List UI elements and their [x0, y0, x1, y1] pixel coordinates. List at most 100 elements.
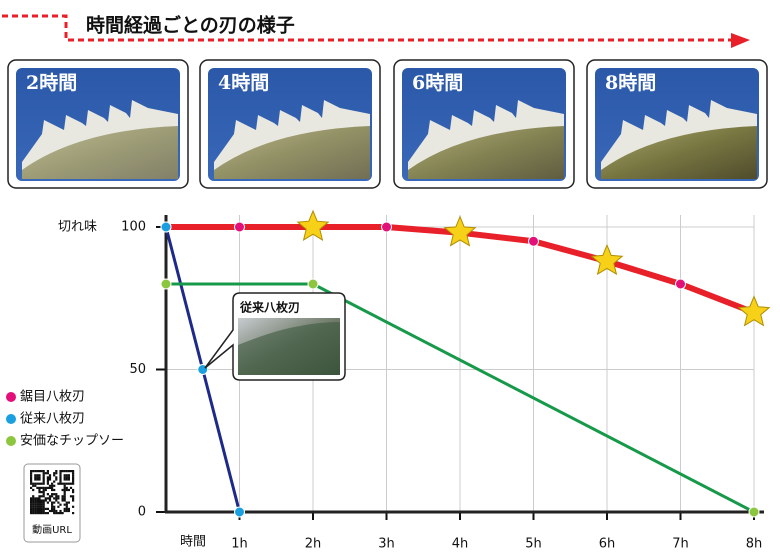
qr-cell: [51, 501, 54, 504]
qr-cell: [38, 503, 41, 506]
qr-cell: [32, 509, 35, 513]
qr-cell: [55, 497, 58, 500]
callout-photo-blade: [238, 322, 340, 375]
qr-cell: [30, 501, 33, 504]
qr-cell: [38, 474, 41, 477]
star-marker: [590, 243, 624, 276]
qr-cell: [72, 476, 75, 479]
qr-cell: [72, 482, 75, 485]
qr-cell: [48, 509, 52, 513]
qr-cell: [46, 512, 49, 515]
qr-cell: [42, 503, 45, 506]
qr-cell: [51, 509, 54, 513]
qr-cell: [38, 507, 41, 510]
qr-cell: [40, 491, 43, 494]
qr-cell: [42, 474, 45, 477]
qr-cell: [67, 507, 70, 510]
qr-cell: [63, 482, 66, 485]
star-marker: [443, 215, 477, 247]
qr-cell: [63, 484, 66, 487]
qr-cell: [36, 507, 39, 510]
qr-cell: [32, 512, 35, 515]
qr-cell: [55, 493, 58, 496]
panel-label: 2時間: [26, 72, 77, 94]
qr-cell: [57, 505, 60, 508]
qr-cell: [36, 486, 39, 489]
qr-cell: [55, 509, 58, 513]
qr-cell: [51, 493, 54, 496]
qr-cell: [65, 478, 68, 481]
qr-cell: [61, 512, 64, 515]
qr-cell: [30, 503, 33, 506]
qr-cell: [42, 512, 45, 515]
qr-cell: [51, 507, 54, 510]
qr-cell: [30, 499, 33, 502]
qr-cell: [53, 488, 56, 492]
qr-cell: [36, 505, 39, 508]
legend-swatch: [6, 392, 16, 402]
qr-cell: [32, 488, 35, 492]
qr-cell: [63, 497, 66, 500]
qr-cell: [48, 486, 52, 489]
qr-cell: [34, 503, 37, 506]
qr-cell: [63, 476, 66, 479]
qr-cell: [51, 486, 54, 489]
qr-cell: [38, 486, 41, 489]
qr-cell: [36, 499, 39, 502]
qr-cell: [67, 482, 70, 485]
qr-cell: [44, 497, 47, 500]
qr-label: 動画URL: [32, 523, 72, 536]
qr-cell: [38, 478, 41, 481]
qr-cell: [48, 497, 52, 500]
qr-cell: [44, 488, 47, 492]
qr-cell: [34, 501, 37, 504]
point-marker: [307, 278, 319, 290]
point-marker: [160, 278, 172, 290]
qr-cell: [65, 503, 68, 506]
qr-cell: [69, 486, 73, 489]
panel-blade: [22, 126, 178, 179]
qr-cell: [44, 499, 47, 502]
point-marker: [381, 221, 392, 233]
qr-cell: [57, 495, 60, 498]
qr-cell: [55, 495, 58, 498]
qr-cell: [46, 478, 49, 481]
qr-cell: [46, 507, 49, 510]
qr-cell: [46, 470, 49, 473]
qr-cell: [63, 509, 66, 513]
callout: 従来八枚刃: [204, 292, 346, 381]
qr-cell: [48, 484, 52, 487]
qr-cell: [44, 486, 47, 489]
qr-cell: [63, 493, 66, 496]
qr-cell: [53, 474, 56, 477]
qr-cell: [30, 472, 33, 475]
point-marker: [675, 278, 686, 290]
qr-cell: [38, 501, 41, 504]
qr-cell: [48, 499, 52, 502]
qr-cell: [32, 495, 35, 498]
qr-cell: [46, 493, 49, 496]
qr-cell: [34, 476, 37, 479]
qr-cell: [30, 470, 33, 473]
qr-cell: [65, 488, 68, 492]
qr-cell: [36, 482, 39, 485]
qr-cell: [59, 472, 62, 475]
qr-cell: [32, 499, 35, 502]
qr-cell: [72, 505, 75, 508]
qr-cell: [38, 470, 41, 473]
qr-cell: [59, 476, 62, 479]
qr-cell: [72, 497, 75, 500]
qr-cell: [55, 512, 58, 515]
qr-cell: [40, 505, 43, 508]
qr-cell: [36, 476, 39, 479]
qr-cell: [34, 470, 37, 473]
qr-cell: [53, 472, 56, 475]
qr-cell: [53, 512, 56, 515]
qr-cell: [65, 501, 68, 504]
qr-cell: [46, 486, 49, 489]
qr-cell: [32, 501, 35, 504]
panel-blade: [214, 126, 370, 179]
qr-cell: [67, 474, 70, 477]
qr-cell: [44, 512, 47, 515]
qr-cell: [38, 509, 41, 513]
